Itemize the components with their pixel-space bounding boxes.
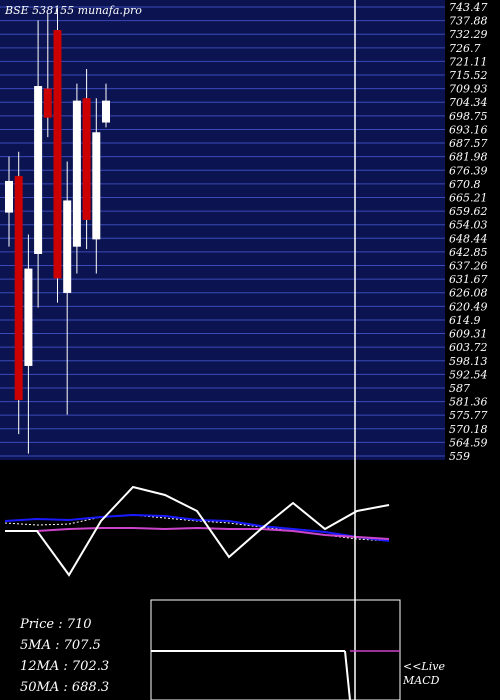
price-axis-ticks: 743.47737.88732.29726.7721.11715.52709.9… [449, 1, 488, 463]
candle-body [63, 200, 72, 293]
candle-body [43, 88, 52, 118]
legend-5ma: 5MA : 707.5 [20, 638, 101, 653]
y-tick-label: 642.85 [449, 246, 488, 259]
macd-box: <<Live MACD [150, 599, 445, 700]
y-tick-label: 687.57 [449, 137, 488, 150]
y-tick-label: 681.98 [449, 151, 488, 164]
y-tick-label: 559 [449, 450, 470, 463]
candle-body [24, 268, 33, 366]
y-tick-label: 732.29 [449, 28, 488, 41]
y-tick-label: 570.18 [449, 423, 488, 436]
candle-body [14, 176, 23, 401]
candle-body [102, 100, 110, 123]
y-tick-label: 737.88 [449, 15, 488, 28]
y-tick-label: 575.77 [449, 409, 488, 422]
candle-body [82, 98, 91, 220]
y-tick-label: 626.08 [449, 287, 488, 300]
y-tick-label: 637.26 [449, 260, 488, 273]
y-tick-label: 726.7 [449, 42, 481, 55]
macd-indicator [4, 485, 390, 577]
candle-body [5, 180, 13, 213]
y-tick-label: 603.72 [449, 341, 488, 354]
y-tick-label: 743.47 [449, 1, 488, 14]
candle-body [72, 100, 81, 247]
y-tick-label: 631.67 [449, 273, 488, 286]
ma-legend: Price : 710 5MA : 707.5 12MA : 702.3 50M… [19, 617, 109, 695]
y-tick-label: 670.8 [449, 178, 481, 191]
y-tick-label: 648.44 [449, 232, 488, 245]
y-tick-label: 598.13 [449, 355, 488, 368]
y-tick-label: 709.93 [449, 83, 488, 96]
legend-price: Price : 710 [19, 617, 92, 632]
y-tick-label: 698.75 [449, 110, 488, 123]
y-tick-label: 721.11 [449, 55, 488, 68]
macd-box-drop [344, 650, 351, 700]
y-tick-label: 659.62 [449, 205, 488, 218]
y-tick-label: 693.16 [449, 123, 488, 136]
candlesticks [5, 8, 110, 454]
legend-12ma: 12MA : 702.3 [20, 659, 109, 674]
candle-body [92, 132, 101, 240]
y-tick-label: 614.9 [449, 314, 481, 327]
y-tick-label: 587 [449, 382, 470, 395]
candle-body [53, 30, 62, 279]
candle-body [34, 86, 43, 254]
y-tick-label: 704.34 [449, 96, 488, 109]
y-tick-label: 715.52 [449, 69, 488, 82]
y-tick-label: 564.59 [449, 436, 488, 449]
macd-magenta-line [5, 526, 390, 540]
y-tick-label: 592.54 [449, 368, 488, 381]
y-tick-label: 581.36 [449, 396, 488, 409]
y-tick-label: 654.03 [449, 219, 488, 232]
y-tick-label: 676.39 [449, 164, 488, 177]
y-tick-label: 620.49 [449, 300, 488, 313]
macd-blue-line [4, 513, 390, 542]
macd-main-line [5, 485, 390, 577]
legend-50ma: 50MA : 688.3 [20, 680, 109, 695]
chart-title: BSE 538155 munafa.pro [4, 4, 142, 17]
y-tick-label: 609.31 [449, 328, 488, 341]
macd-box-label-1: <<Live [403, 660, 445, 673]
macd-box-label-2: MACD [402, 674, 440, 687]
y-tick-label: 665.21 [449, 191, 488, 204]
